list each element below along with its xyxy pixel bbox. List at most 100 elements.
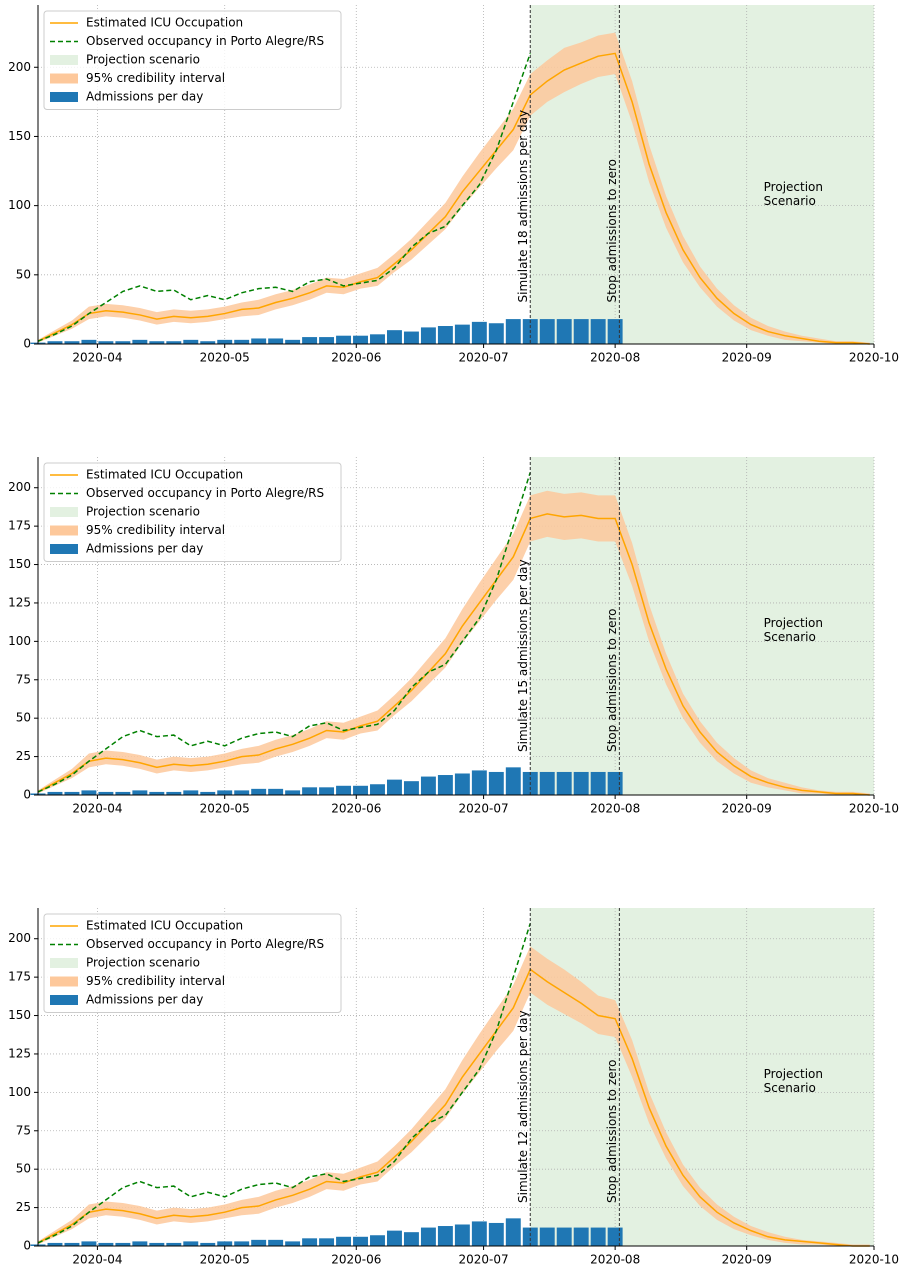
bar — [183, 1241, 199, 1246]
projection-span — [530, 908, 874, 1246]
y-tick-label: 25 — [16, 749, 31, 763]
bar — [149, 791, 165, 795]
y-tick-label: 200 — [8, 931, 31, 945]
annotation: Stop admissions to zero — [605, 1059, 619, 1203]
estimate-line — [37, 968, 870, 1247]
bar — [115, 791, 131, 795]
bar — [115, 1242, 131, 1246]
y-tick-label: 200 — [8, 480, 31, 494]
bar — [590, 319, 606, 344]
x-tick-label: 2020-06 — [331, 802, 381, 816]
annotation: Stop admissions to zero — [605, 159, 619, 303]
bar — [403, 1232, 419, 1246]
legend-swatch — [50, 73, 78, 84]
y-tick-label: 25 — [16, 1200, 31, 1214]
legend-swatch — [50, 55, 78, 65]
bar — [488, 771, 504, 795]
legend-swatch — [50, 507, 78, 517]
bar — [132, 1241, 148, 1246]
x-tick-label: 2020-09 — [722, 1253, 772, 1267]
bar — [336, 1236, 352, 1246]
x-tick-label: 2020-05 — [200, 351, 250, 365]
bar — [200, 341, 216, 344]
bar — [64, 341, 80, 344]
y-tick-label: 125 — [8, 595, 31, 609]
bar — [183, 339, 199, 344]
bar — [302, 1238, 318, 1246]
bar — [285, 1241, 301, 1246]
bar — [454, 1224, 470, 1246]
y-tick-label: 150 — [8, 129, 31, 143]
bar — [166, 791, 182, 795]
bar — [98, 1242, 114, 1246]
legend-label: 95% credibility interval — [86, 523, 225, 537]
y-tick-label: 75 — [16, 1123, 31, 1137]
annotation: Scenario — [764, 1081, 816, 1095]
bar — [573, 319, 589, 344]
bar — [319, 337, 335, 344]
bar — [403, 331, 419, 344]
x-tick-label: 2020-07 — [459, 351, 509, 365]
y-tick-label: 50 — [16, 267, 31, 281]
x-tick-label: 2020-05 — [200, 1253, 250, 1267]
bar — [268, 1239, 284, 1246]
y-tick-label: 100 — [8, 634, 31, 648]
bar — [488, 323, 504, 344]
annotation: Scenario — [764, 630, 816, 644]
credibility-band — [38, 946, 870, 1246]
bar — [183, 790, 199, 795]
bar — [132, 339, 148, 344]
annotation: Simulate 12 admissions per day — [516, 1010, 530, 1203]
bar — [370, 784, 385, 795]
bar — [47, 1242, 63, 1246]
bar — [81, 790, 97, 795]
legend-box — [43, 10, 342, 110]
bar — [302, 787, 318, 795]
x-tick-label: 2020-04 — [72, 351, 122, 365]
bar — [556, 771, 572, 795]
y-tick-label: 175 — [8, 519, 31, 533]
bar — [234, 1241, 250, 1246]
x-tick-label: 2020-10 — [849, 802, 899, 816]
bar — [251, 788, 267, 795]
bar — [353, 785, 368, 795]
bar — [454, 773, 470, 795]
estimate-line — [37, 52, 870, 345]
bar — [132, 790, 148, 795]
bar — [403, 781, 419, 795]
bar — [556, 1227, 572, 1246]
y-tick-label: 75 — [16, 672, 31, 686]
subplot: Simulate 15 admissions per day Stop admis… — [8, 457, 899, 816]
credibility-band — [38, 490, 870, 795]
legend-label: Observed occupancy in Porto Alegre/RS — [86, 937, 324, 951]
x-tick-label: 2020-06 — [331, 351, 381, 365]
legend-label: Admissions per day — [86, 90, 203, 104]
observed-line — [37, 923, 531, 1244]
x-tick-label: 2020-05 — [200, 802, 250, 816]
bar — [590, 1227, 606, 1246]
y-tick-label: 100 — [8, 198, 31, 212]
bar — [200, 791, 216, 795]
bar — [437, 326, 453, 344]
x-tick-label: 2020-08 — [590, 1253, 640, 1267]
y-tick-label: 0 — [23, 337, 31, 351]
observed-line — [37, 472, 531, 793]
legend-swatch — [50, 92, 78, 102]
bar — [81, 339, 97, 344]
legend-box — [43, 462, 342, 562]
annotation: Stop admissions to zero — [605, 608, 619, 752]
bar — [437, 1226, 453, 1246]
bar — [64, 1242, 80, 1246]
legend-label: Estimated ICU Occupation — [86, 468, 243, 482]
subplot: Simulate 12 admissions per day Stop admis… — [8, 908, 899, 1267]
x-tick-label: 2020-07 — [459, 1253, 509, 1267]
legend-swatch — [50, 995, 78, 1005]
bar — [234, 339, 250, 344]
y-tick-label: 200 — [8, 60, 31, 74]
bar — [386, 330, 402, 344]
bar — [98, 791, 114, 795]
bar — [386, 1230, 402, 1246]
bar — [607, 1227, 623, 1246]
x-tick-label: 2020-08 — [590, 351, 640, 365]
credibility-band — [38, 32, 870, 345]
